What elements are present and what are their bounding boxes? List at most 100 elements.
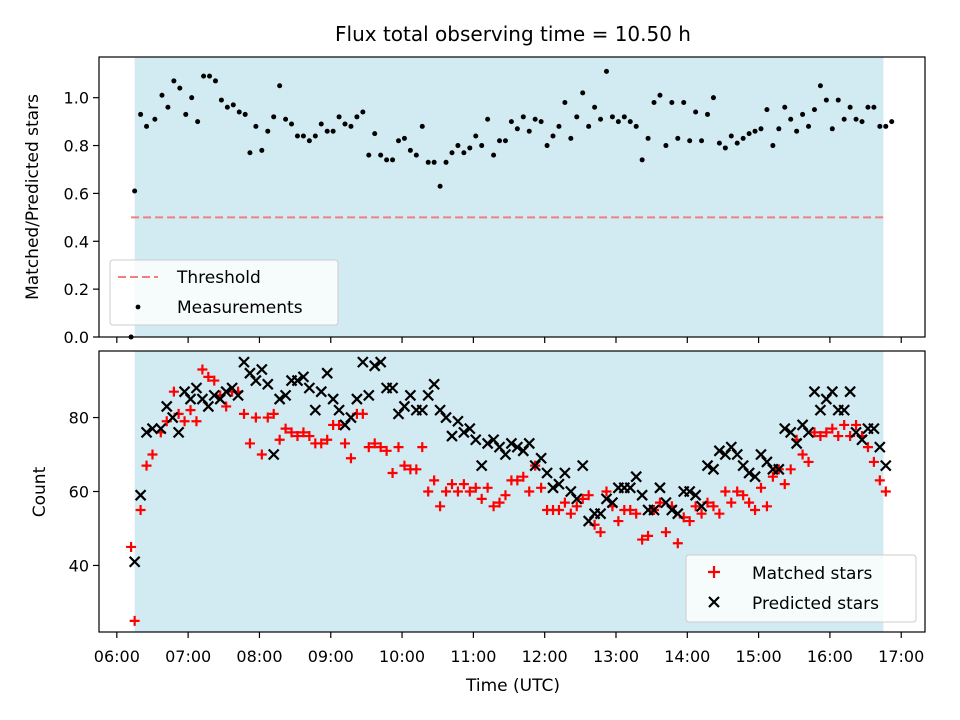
measurement-point: [354, 114, 360, 120]
matched-star-point: [304, 431, 315, 442]
matched-star-point: [446, 479, 457, 490]
x-tick-label: 17:00: [878, 647, 924, 666]
matched-star-point: [334, 419, 345, 430]
predicted-star-point: [547, 482, 559, 494]
measurement-point: [829, 126, 835, 132]
measurement-point: [770, 143, 776, 149]
measurement-point: [871, 104, 877, 110]
predicted-star-point: [220, 385, 232, 398]
measurement-point: [705, 111, 711, 117]
matched-star-point: [363, 442, 374, 453]
predicted-star-point: [256, 363, 268, 376]
measurement-point: [390, 157, 396, 163]
measurement-point: [372, 131, 378, 137]
measurement-point: [479, 143, 485, 149]
predicted-star-point: [464, 422, 476, 435]
predicted-star-point: [606, 496, 619, 509]
predicted-star-point: [713, 445, 726, 457]
measurement-point: [230, 102, 236, 108]
predicted-star-point: [303, 382, 316, 394]
x-tick-label: 15:00: [736, 647, 782, 666]
predicted-star-point: [666, 504, 678, 516]
matched-star-point: [744, 497, 755, 508]
measurement-point: [342, 121, 348, 127]
measurement-point: [782, 104, 788, 110]
matched-star-point: [880, 486, 891, 497]
matched-star-point: [833, 431, 844, 442]
matched-star-point: [631, 508, 642, 519]
measurement-point: [859, 119, 865, 125]
predicted-star-point: [333, 404, 345, 416]
measurement-point: [195, 119, 201, 125]
predicted-star-point: [172, 426, 185, 439]
matched-star-point: [126, 541, 137, 552]
matched-star-point: [839, 419, 850, 430]
measurement-point: [201, 73, 207, 79]
measurement-point: [598, 116, 604, 122]
predicted-star-point: [146, 422, 159, 435]
matched-star-point: [375, 442, 386, 453]
measurement-point: [806, 123, 812, 129]
counts-panel: 40 60 80 06:00 07:00 08:00 09:00 10:00 11:00 12:…: [30, 350, 926, 696]
matched-star-point: [256, 449, 267, 460]
matched-star-point: [851, 419, 862, 430]
measurement-point: [207, 73, 213, 79]
counts-y-axis: 40 60 80: [69, 409, 99, 575]
matched-star-point: [458, 479, 469, 490]
predicted-star-point: [190, 382, 203, 394]
legend-predicted-swatch: [708, 596, 720, 608]
predicted-star-point: [630, 470, 642, 483]
predicted-star-point: [398, 400, 411, 413]
predicted-star-point: [267, 448, 280, 461]
matched-star-point: [268, 408, 279, 419]
ratio-panel: 0.0 0.2 0.4 0.6 0.8 1.0 Matched/Predicted sta…: [23, 56, 926, 347]
measurement-point: [663, 143, 669, 149]
measurement-point: [336, 114, 342, 120]
matched-star-point: [750, 504, 761, 515]
measurement-point: [467, 145, 473, 151]
matched-star-point: [399, 460, 410, 471]
legend-measurements-swatch: [135, 304, 141, 310]
x-tick-label: 09:00: [308, 647, 354, 666]
predicted-star-point: [452, 415, 464, 428]
measurement-point: [657, 92, 663, 98]
x-tick-label: 06:00: [94, 647, 140, 666]
matched-star-point: [441, 486, 452, 497]
predicted-star-point: [570, 493, 583, 505]
matched-star-point: [316, 438, 327, 449]
measurement-point: [568, 135, 574, 141]
predicted-star-point: [523, 437, 536, 450]
measurement-point: [758, 126, 764, 132]
predicted-star-point: [731, 448, 743, 461]
matched-star-point: [244, 438, 255, 449]
predicted-star-point: [309, 404, 322, 416]
predicted-star-point: [594, 507, 607, 520]
matched-star-point: [191, 416, 202, 427]
measurement-point: [835, 97, 841, 103]
matched-star-point: [779, 479, 790, 490]
predicted-star-point: [166, 411, 179, 424]
measurement-point: [538, 119, 544, 125]
predicted-star-point: [749, 470, 761, 483]
measurement-point: [609, 114, 615, 120]
measurement-point: [283, 116, 289, 122]
predicted-star-point: [208, 389, 221, 402]
predicted-star-point: [683, 485, 696, 498]
matched-star-point: [179, 416, 190, 427]
predicted-star-point: [291, 374, 304, 387]
counts-legend-box: [685, 554, 917, 623]
measurement-point: [544, 143, 550, 149]
measurement-point: [455, 143, 461, 149]
matched-star-point: [286, 427, 297, 438]
predicted-star-point: [238, 356, 250, 368]
measurement-point: [159, 92, 165, 98]
measurement-point: [491, 152, 497, 158]
measurement-point: [740, 135, 746, 141]
predicted-star-point: [368, 360, 381, 372]
matched-star-point: [345, 453, 356, 464]
predicted-star-point: [511, 441, 524, 453]
matched-star-point: [524, 486, 535, 497]
predicted-star-point: [868, 422, 880, 435]
matched-star-point: [803, 456, 814, 467]
matched-star-point: [577, 493, 588, 504]
